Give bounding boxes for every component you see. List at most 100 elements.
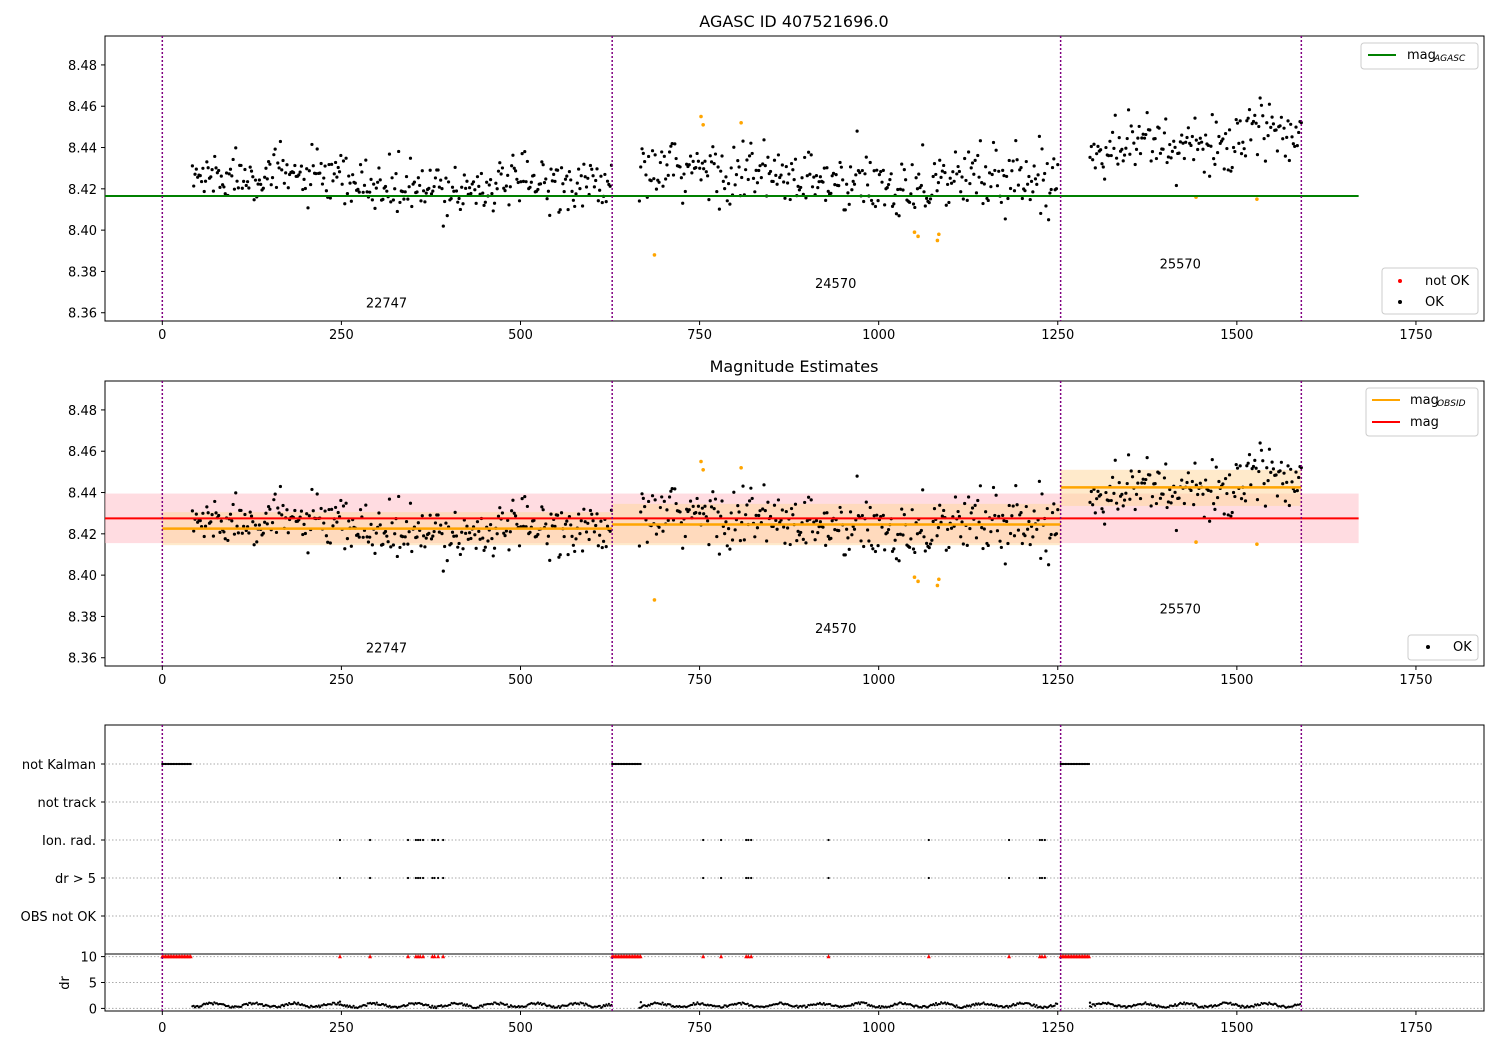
- data-point: [1206, 143, 1210, 147]
- data-point: [960, 175, 964, 179]
- flag-point: [629, 762, 633, 766]
- data-point: [709, 160, 714, 164]
- data-point: [809, 498, 813, 502]
- data-point: [390, 521, 394, 525]
- data-point: [464, 186, 468, 190]
- data-point: [913, 550, 917, 555]
- dr-point: [337, 1001, 340, 1004]
- data-point: [592, 185, 596, 189]
- data-point: [978, 484, 982, 488]
- data-point: [579, 174, 583, 178]
- data-point: [1270, 115, 1274, 119]
- data-point: [1007, 158, 1011, 163]
- data-point: [797, 533, 802, 537]
- data-point: [664, 177, 668, 181]
- data-point: [584, 185, 589, 189]
- data-point: [378, 523, 382, 527]
- data-point: [403, 535, 407, 539]
- data-point: [353, 181, 357, 185]
- data-point: [1006, 541, 1010, 546]
- data-point: [579, 519, 583, 523]
- data-point: [922, 535, 926, 539]
- data-point: [1233, 149, 1237, 154]
- data-point: [202, 189, 206, 194]
- panel-1-title: AGASC ID 407521696.0: [699, 12, 888, 31]
- flag-point: [164, 762, 167, 766]
- data-point: [838, 505, 842, 510]
- data-point: [339, 498, 343, 503]
- data-point: [599, 519, 603, 523]
- outlier-point: [912, 230, 917, 234]
- dr-point: [338, 1000, 342, 1003]
- data-point: [516, 180, 520, 185]
- data-point: [852, 182, 857, 186]
- x-tick-label: 1500: [1220, 328, 1253, 343]
- data-point: [812, 520, 816, 524]
- data-point: [1035, 182, 1039, 186]
- data-point: [1110, 130, 1115, 135]
- dr-point: [852, 1004, 855, 1007]
- y-tick-label: 8.40: [68, 224, 97, 239]
- dr-point: [795, 1004, 798, 1007]
- flag-point: [421, 876, 425, 880]
- data-point: [236, 531, 240, 535]
- data-point: [538, 182, 543, 186]
- data-point: [603, 172, 607, 177]
- data-point: [708, 154, 712, 158]
- data-point: [976, 498, 980, 503]
- data-point: [1182, 156, 1186, 161]
- data-point: [319, 506, 323, 511]
- data-point: [914, 176, 918, 180]
- data-point: [1130, 130, 1135, 134]
- data-point: [949, 181, 954, 185]
- data-point: [646, 499, 651, 504]
- data-point: [419, 544, 423, 548]
- data-point: [305, 512, 309, 516]
- x-tick-label: 750: [687, 673, 712, 688]
- data-point: [550, 179, 554, 183]
- data-point: [907, 545, 912, 549]
- data-point: [432, 529, 436, 534]
- data-point: [213, 154, 217, 159]
- dr-point: [603, 1005, 607, 1008]
- data-point: [1158, 151, 1163, 155]
- data-point: [758, 164, 762, 168]
- data-point: [1099, 148, 1103, 152]
- data-point: [803, 155, 807, 160]
- data-point: [439, 523, 443, 527]
- data-point: [299, 164, 304, 168]
- data-point: [788, 542, 792, 547]
- dr-point: [1190, 1002, 1193, 1005]
- data-point: [366, 540, 371, 544]
- data-point: [1215, 495, 1220, 500]
- data-point: [1194, 483, 1198, 487]
- data-point: [667, 495, 672, 499]
- data-point: [1217, 134, 1221, 139]
- data-point: [699, 178, 703, 182]
- data-point: [503, 534, 507, 538]
- dr-point: [552, 1005, 555, 1008]
- dr-point: [1007, 1006, 1010, 1009]
- data-point: [1190, 479, 1194, 484]
- data-point: [816, 185, 820, 190]
- dr-clipped-marker: [432, 954, 437, 959]
- data-point: [397, 494, 401, 499]
- flag-point: [165, 762, 169, 766]
- data-point: [963, 501, 967, 506]
- data-point: [331, 179, 335, 183]
- dr-clipped-marker: [368, 954, 373, 959]
- data-point: [660, 495, 664, 499]
- data-point: [331, 524, 335, 528]
- data-point: [1233, 494, 1237, 499]
- flag-point: [1062, 762, 1065, 766]
- data-point: [936, 526, 941, 530]
- data-point: [319, 161, 323, 166]
- data-point: [242, 524, 246, 529]
- data-point: [742, 538, 746, 542]
- outlier-point: [916, 234, 920, 239]
- data-point: [301, 187, 305, 192]
- data-point: [653, 153, 657, 157]
- data-point: [473, 188, 477, 192]
- data-point: [580, 204, 585, 208]
- data-point: [1289, 122, 1293, 126]
